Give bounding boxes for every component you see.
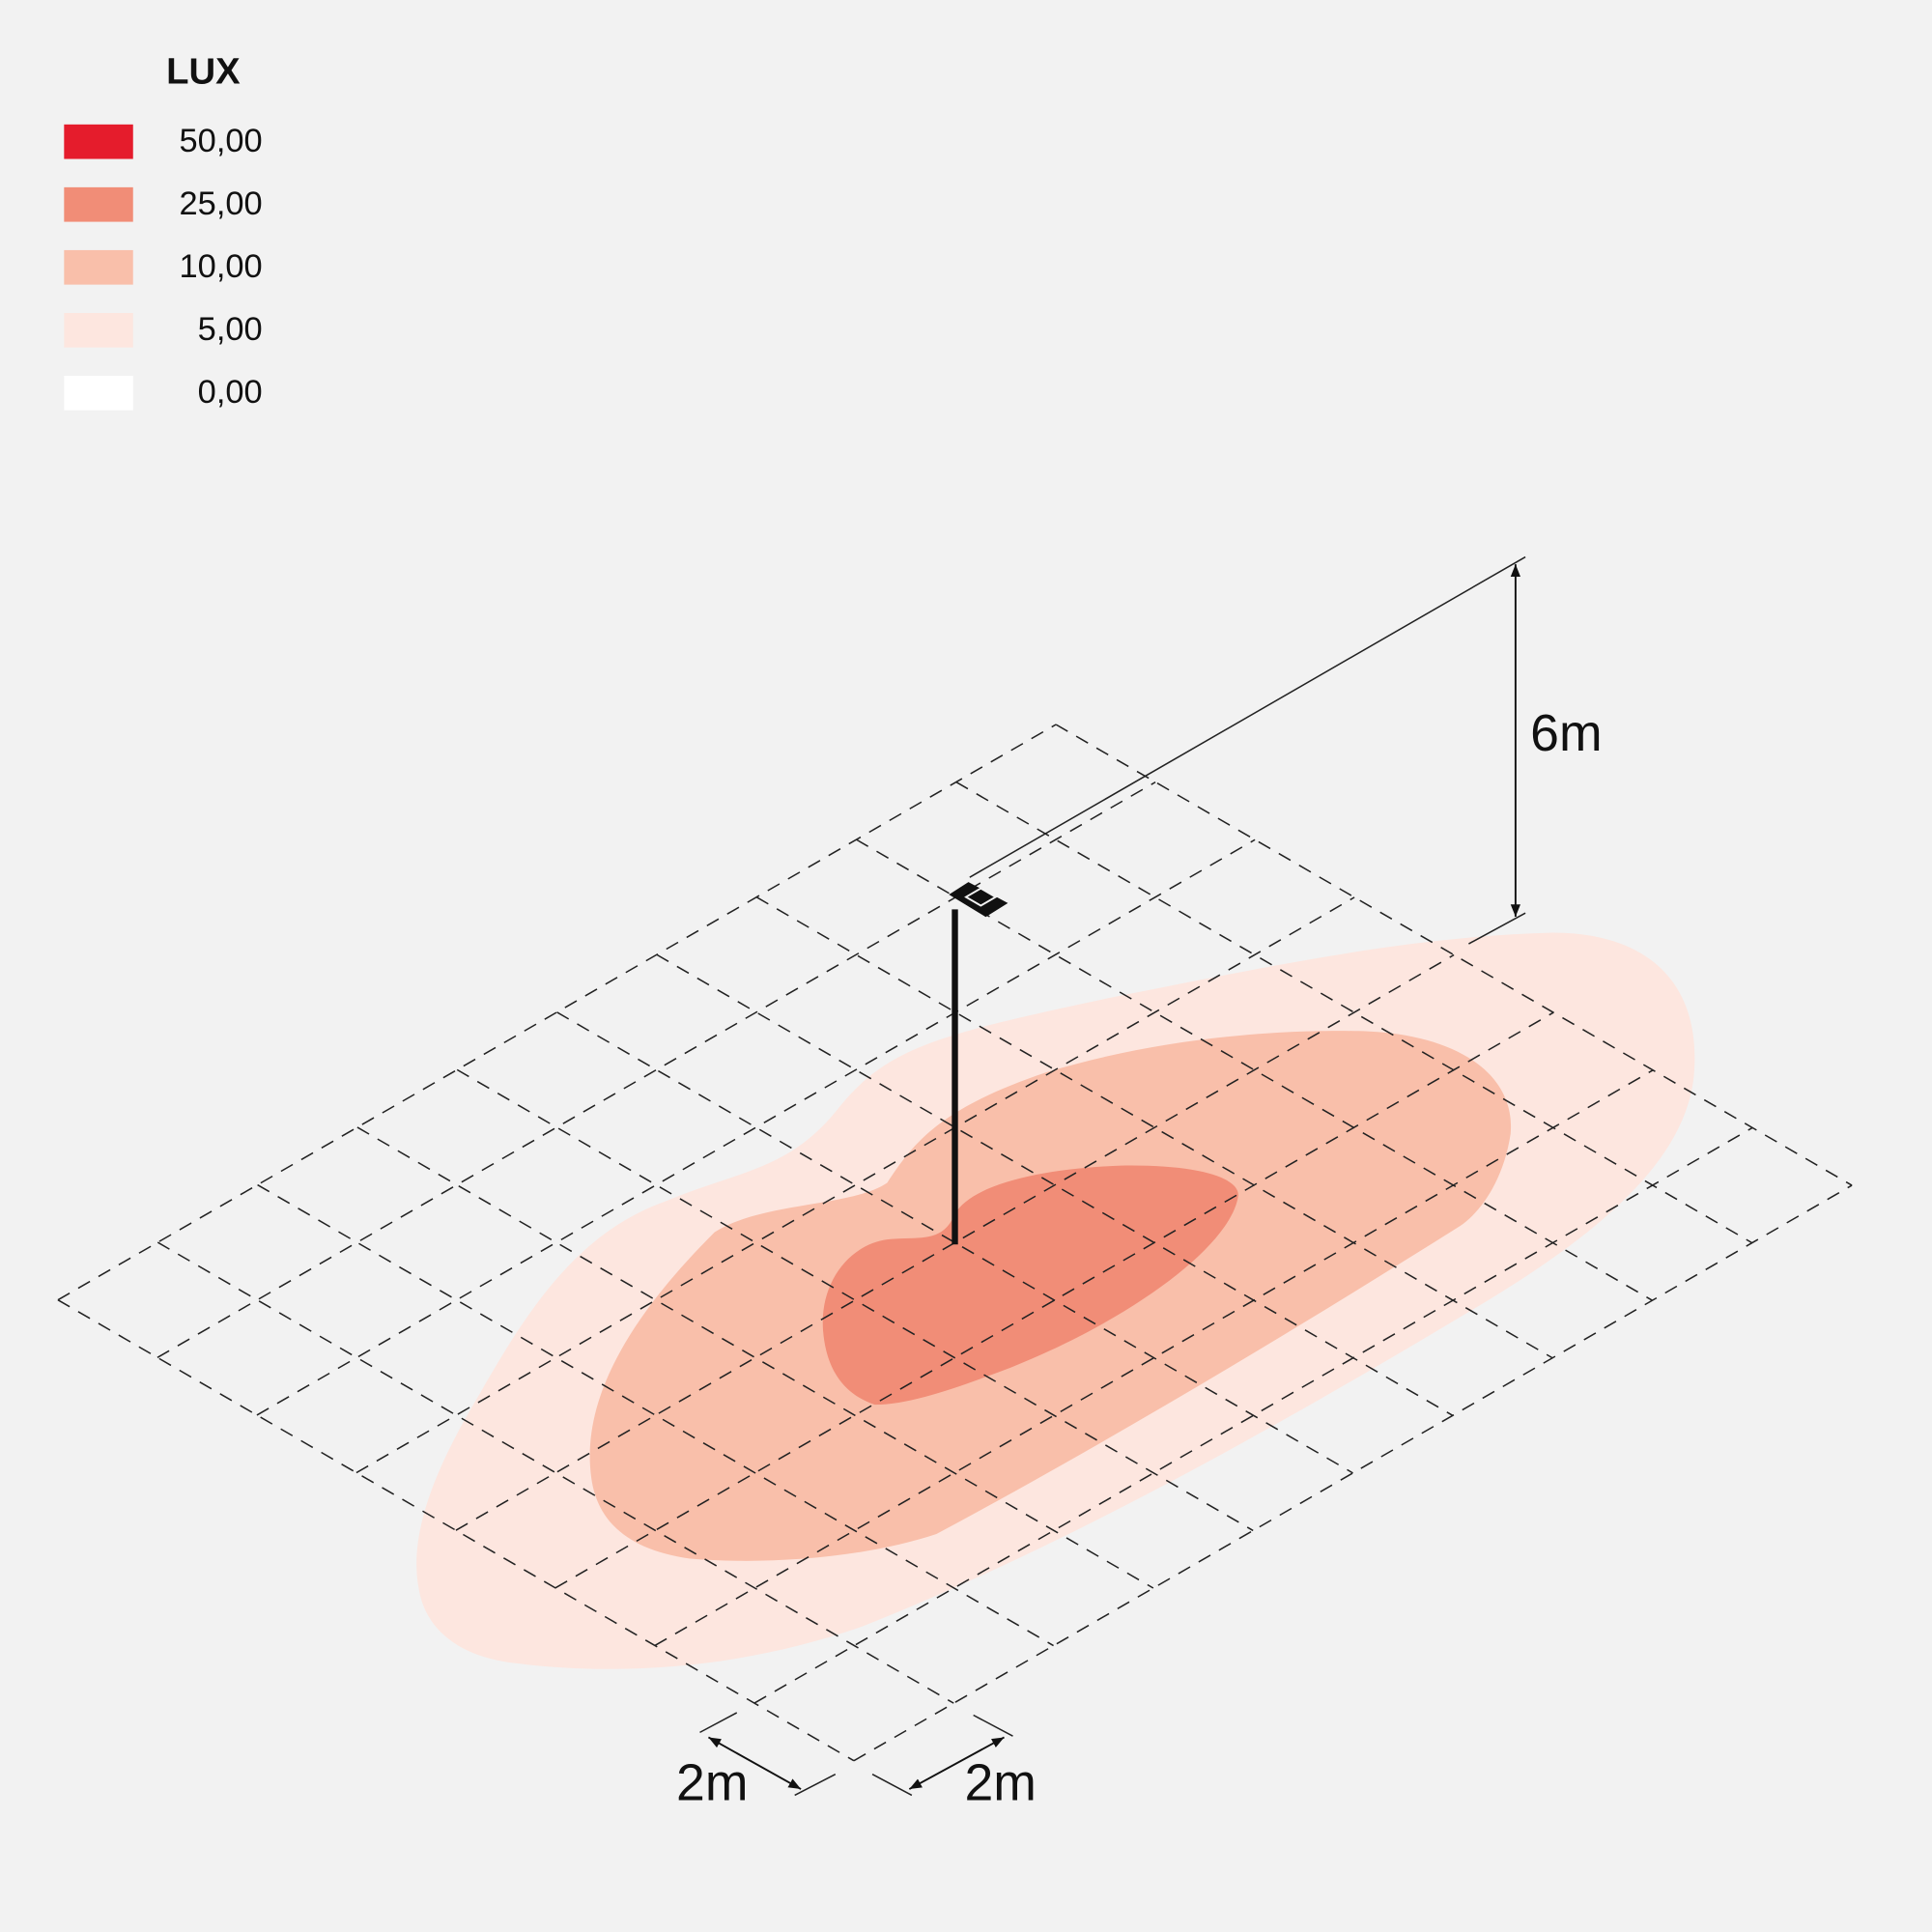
ground-reference-line xyxy=(1468,912,1526,945)
depth-dimension xyxy=(908,1736,1005,1790)
grid-line xyxy=(1055,724,1853,1186)
legend-title: LUX xyxy=(166,51,241,93)
grid-line xyxy=(556,1011,1353,1474)
grid-line xyxy=(955,781,1753,1244)
legend-swatch xyxy=(64,249,133,285)
width-label: 2m xyxy=(676,1755,748,1812)
legend-label: 25,00 xyxy=(180,185,263,222)
height-label: 6m xyxy=(1530,705,1602,762)
grid-line xyxy=(755,896,1553,1359)
extension-line xyxy=(871,1774,913,1797)
grid-line xyxy=(257,1183,1054,1647)
grid-line xyxy=(156,781,1156,1358)
grid-line xyxy=(57,1299,855,1762)
legend-label: 0,00 xyxy=(198,374,263,411)
grid-line xyxy=(554,1011,1554,1589)
extension-line xyxy=(699,1712,738,1734)
grid-line xyxy=(356,1126,1154,1589)
grid-line xyxy=(455,953,1455,1531)
grid-line xyxy=(856,838,1653,1301)
extension-line xyxy=(973,1714,1013,1737)
grid-line xyxy=(456,1068,1254,1532)
grid-line xyxy=(57,724,1057,1301)
grid-line xyxy=(853,1184,1853,1762)
ground-grid xyxy=(57,724,1853,1762)
legend-label: 10,00 xyxy=(180,248,263,285)
luminaire-detail xyxy=(964,887,998,907)
legend-label: 5,00 xyxy=(198,311,263,348)
extension-line xyxy=(794,1774,837,1797)
height-reference-line xyxy=(969,555,1526,878)
grid-line xyxy=(256,838,1256,1416)
grid-line xyxy=(656,953,1454,1416)
isolux-contours xyxy=(416,932,1695,1669)
grid-line xyxy=(654,1069,1654,1647)
grid-line xyxy=(753,1126,1753,1704)
contour-25 xyxy=(822,1165,1238,1406)
legend-swatch xyxy=(64,186,133,222)
width-dimension xyxy=(707,1736,802,1790)
legend-swatch xyxy=(64,312,133,348)
grid-line xyxy=(156,1241,954,1704)
grid-line xyxy=(355,896,1355,1474)
depth-label: 2m xyxy=(965,1755,1037,1812)
legend-label: 50,00 xyxy=(180,123,263,159)
legend: LUX 50,00 25,00 10,00 5,00 0,00 xyxy=(64,51,263,411)
legend-swatch xyxy=(64,124,133,159)
legend-swatch xyxy=(64,376,133,411)
luminaire xyxy=(949,882,1009,918)
